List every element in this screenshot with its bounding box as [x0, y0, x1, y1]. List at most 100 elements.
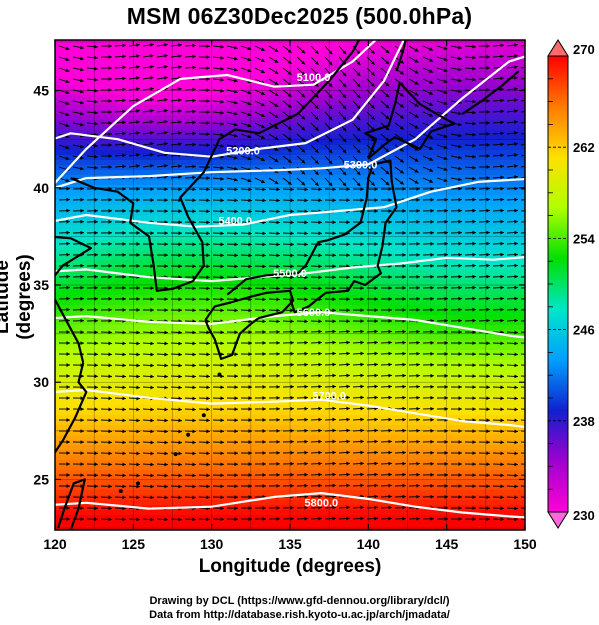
field-cell: [485, 180, 491, 186]
field-cell: [320, 60, 326, 66]
field-cell: [175, 290, 181, 296]
field-cell: [55, 115, 61, 121]
field-cell: [410, 80, 416, 86]
field-cell: [260, 300, 266, 306]
field-cell: [70, 285, 76, 291]
field-cell: [180, 250, 186, 256]
field-cell: [210, 75, 216, 81]
field-cell: [265, 195, 271, 201]
field-cell: [485, 45, 491, 51]
field-cell: [150, 165, 156, 171]
field-cell: [175, 60, 181, 66]
field-cell: [300, 285, 306, 291]
field-cell: [165, 40, 171, 46]
field-cell: [365, 50, 371, 56]
field-cell: [130, 225, 136, 231]
field-cell: [425, 255, 431, 261]
field-cell: [515, 85, 521, 91]
field-cell: [420, 255, 426, 261]
field-cell: [205, 195, 211, 201]
field-cell: [60, 105, 66, 111]
field-cell: [355, 200, 361, 206]
field-cell: [90, 260, 96, 266]
field-cell: [510, 105, 516, 111]
field-cell: [175, 65, 181, 71]
field-cell: [510, 300, 516, 306]
field-cell: [505, 125, 511, 131]
field-cell: [100, 305, 106, 311]
field-cell: [465, 290, 471, 296]
field-cell: [295, 140, 301, 146]
field-cell: [285, 145, 291, 151]
field-cell: [60, 280, 66, 286]
field-cell: [520, 145, 525, 151]
field-cell: [515, 240, 521, 246]
field-cell: [275, 125, 281, 131]
field-cell: [75, 95, 81, 101]
field-cell: [155, 70, 161, 76]
field-cell: [300, 90, 306, 96]
field-cell: [255, 225, 261, 231]
field-cell: [275, 225, 281, 231]
field-cell: [400, 300, 406, 306]
field-cell: [435, 130, 441, 136]
field-cell: [80, 110, 86, 116]
field-cell: [500, 245, 506, 251]
field-cell: [345, 290, 351, 296]
field-cell: [435, 165, 441, 171]
field-cell: [140, 105, 146, 111]
field-cell: [75, 275, 81, 281]
field-cell: [385, 40, 391, 46]
field-cell: [370, 95, 376, 101]
field-cell: [75, 205, 81, 211]
field-cell: [480, 75, 486, 81]
field-cell: [475, 270, 481, 276]
field-cell: [130, 125, 136, 131]
field-cell: [225, 215, 231, 221]
field-cell: [390, 160, 396, 166]
field-cell: [460, 230, 466, 236]
field-cell: [100, 110, 106, 116]
field-cell: [255, 260, 261, 266]
field-cell: [305, 300, 311, 306]
field-cell: [390, 75, 396, 81]
field-cell: [160, 175, 166, 181]
field-cell: [520, 170, 525, 176]
field-cell: [425, 300, 431, 306]
field-cell: [80, 190, 86, 196]
field-cell: [305, 280, 311, 286]
field-cell: [135, 90, 141, 96]
field-cell: [305, 90, 311, 96]
field-cell: [395, 120, 401, 126]
field-cell: [175, 255, 181, 261]
field-cell: [445, 85, 451, 91]
field-cell: [465, 120, 471, 126]
field-cell: [285, 85, 291, 91]
field-cell: [315, 75, 321, 81]
field-cell: [400, 200, 406, 206]
field-cell: [250, 65, 256, 71]
field-cell: [230, 140, 236, 146]
field-cell: [100, 210, 106, 216]
field-cell: [115, 295, 121, 301]
field-cell: [240, 180, 246, 186]
field-cell: [225, 205, 231, 211]
field-cell: [445, 295, 451, 301]
field-cell: [315, 275, 321, 281]
field-cell: [305, 195, 311, 201]
field-cell: [125, 225, 131, 231]
field-cell: [470, 150, 476, 156]
field-cell: [430, 40, 436, 46]
field-cell: [265, 190, 271, 196]
field-cell: [385, 295, 391, 301]
field-cell: [520, 155, 525, 161]
field-cell: [350, 295, 356, 301]
field-cell: [185, 225, 191, 231]
field-cell: [105, 125, 111, 131]
field-cell: [475, 260, 481, 266]
field-cell: [465, 240, 471, 246]
field-cell: [330, 40, 336, 46]
field-cell: [195, 165, 201, 171]
field-cell: [375, 290, 381, 296]
field-cell: [500, 195, 506, 201]
